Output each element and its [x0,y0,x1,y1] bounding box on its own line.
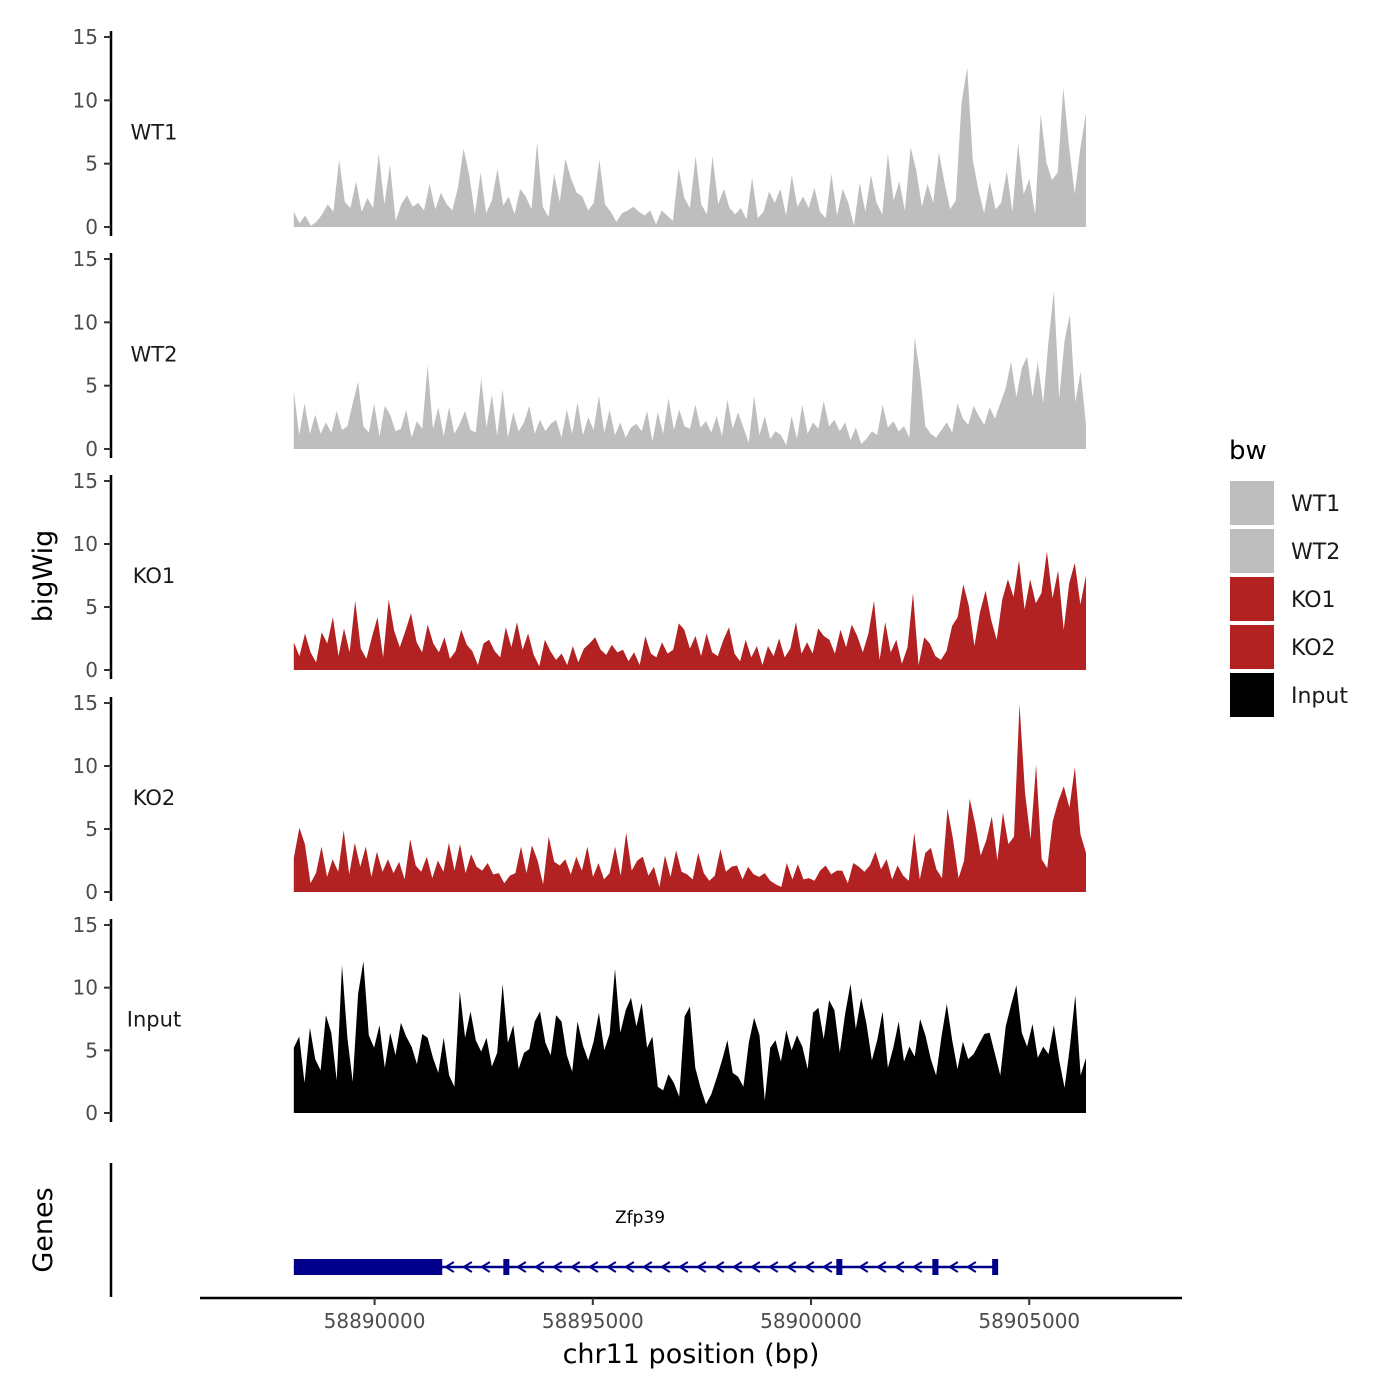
gene-exon [503,1259,510,1275]
coverage-area-ko2 [293,704,1086,892]
legend-swatch [1230,529,1274,573]
legend-swatch [1230,481,1274,525]
gene-exon [836,1259,843,1275]
y-tick-label: 15 [73,913,98,937]
y-tick-label: 5 [85,374,98,398]
strand-chevron [641,1261,653,1273]
strand-chevron [443,1261,455,1273]
track-label-wt1: WT1 [131,121,178,145]
x-tick-label: 58900000 [760,1309,862,1333]
y-tick-label: 0 [85,1101,98,1125]
track-label-ko1: KO1 [133,564,176,588]
y-tick-label: 0 [85,658,98,682]
strand-chevron [623,1261,635,1273]
y-tick-label: 5 [85,152,98,176]
y-axis-title: bigWig [28,530,59,623]
y-tick-label: 15 [73,469,98,493]
strand-chevron [533,1261,545,1273]
legend-swatch [1230,625,1274,669]
strand-chevron [713,1261,725,1273]
x-ticks: 58890000 58895000 58900000 58905000 [324,1298,1080,1333]
gene-name-label: Zfp39 [615,1208,665,1228]
legend-label: Input [1291,684,1348,709]
coverage-area-ko1 [293,551,1086,670]
track-ko1: 0 5 10 15 KO1 [73,469,1086,682]
strand-chevron [461,1261,473,1273]
coverage-area-input [293,961,1086,1113]
y-tick-label: 5 [85,595,98,619]
y-tick-label: 15 [73,247,98,271]
legend-swatch [1230,577,1274,621]
track-wt1: 0 5 10 15 WT1 [73,25,1086,239]
gene-exon [932,1259,939,1275]
y-tick-label: 10 [73,976,98,1000]
track-input: 0 5 10 15 Input [73,913,1086,1125]
x-tick-label: 58905000 [978,1309,1080,1333]
y-tick-label: 15 [73,691,98,715]
strand-chevron [551,1261,563,1273]
x-axis: 58890000 58895000 58900000 58905000 chr11 p… [200,1296,1182,1370]
gene-track: Genes Zfp39 [28,1163,999,1297]
strand-chevron [875,1261,887,1273]
y-tick-label: 0 [85,880,98,904]
strand-chevron [947,1261,959,1273]
legend-swatch [1230,673,1274,717]
y-tick-label: 10 [73,310,98,334]
strand-chevron [587,1261,599,1273]
y-tick-label: 5 [85,817,98,841]
legend-item-input: Input [1230,673,1348,717]
legend: bw WT1 WT2 KO1 KO2 Input [1229,436,1348,717]
coverage-area-wt1 [293,67,1086,228]
strand-chevron [659,1261,671,1273]
legend-label: KO2 [1291,636,1336,661]
legend-label: WT2 [1291,540,1340,565]
legend-label: KO1 [1291,588,1336,613]
y-tick-label: 10 [73,532,98,556]
y-tick-label: 5 [85,1038,98,1062]
strand-chevron [965,1261,977,1273]
strand-chevron [911,1261,923,1273]
track-ko2: 0 5 10 15 KO2 [73,691,1086,904]
strand-chevron [569,1261,581,1273]
strand-chevron [767,1261,779,1273]
strand-chevron [731,1261,743,1273]
strand-chevron [677,1261,689,1273]
y-tick-label: 15 [73,25,98,49]
y-tick-label: 10 [73,88,98,112]
y-tick-label: 0 [85,437,98,461]
legend-item-ko1: KO1 [1230,577,1336,621]
legend-title: bw [1229,436,1267,466]
genes-axis-title: Genes [28,1187,59,1272]
strand-chevron [749,1261,761,1273]
strand-chevron [785,1261,797,1273]
strand-chevron [857,1261,869,1273]
gene-exon [293,1259,443,1275]
strand-chevron [821,1261,833,1273]
track-label-wt2: WT2 [131,343,178,367]
legend-items: WT1 WT2 KO1 KO2 Input [1230,481,1348,717]
y-tick-label: 10 [73,754,98,778]
coverage-tracks: 0 5 10 15 WT1 0 5 10 15 WT2 0 5 10 15 KO1 0 5 10 15 KO2 0 5 10… [73,25,1086,1125]
strand-chevron [515,1261,527,1273]
gene-model [293,1259,999,1275]
strand-chevron [695,1261,707,1273]
x-tick-label: 58890000 [324,1309,426,1333]
x-tick-label: 58895000 [542,1309,644,1333]
track-label-input: Input [127,1008,181,1032]
legend-item-wt1: WT1 [1230,481,1340,525]
y-tick-label: 0 [85,215,98,239]
strand-chevron [803,1261,815,1273]
strand-chevron [605,1261,617,1273]
coverage-area-wt2 [293,290,1086,449]
legend-item-wt2: WT2 [1230,529,1340,573]
gene-exon [992,1259,999,1275]
legend-label: WT1 [1291,492,1340,517]
x-axis-title: chr11 position (bp) [563,1339,820,1370]
track-wt2: 0 5 10 15 WT2 [73,247,1086,461]
track-label-ko2: KO2 [133,786,176,810]
legend-item-ko2: KO2 [1230,625,1336,669]
strand-chevron [479,1261,491,1273]
strand-chevron [893,1261,905,1273]
